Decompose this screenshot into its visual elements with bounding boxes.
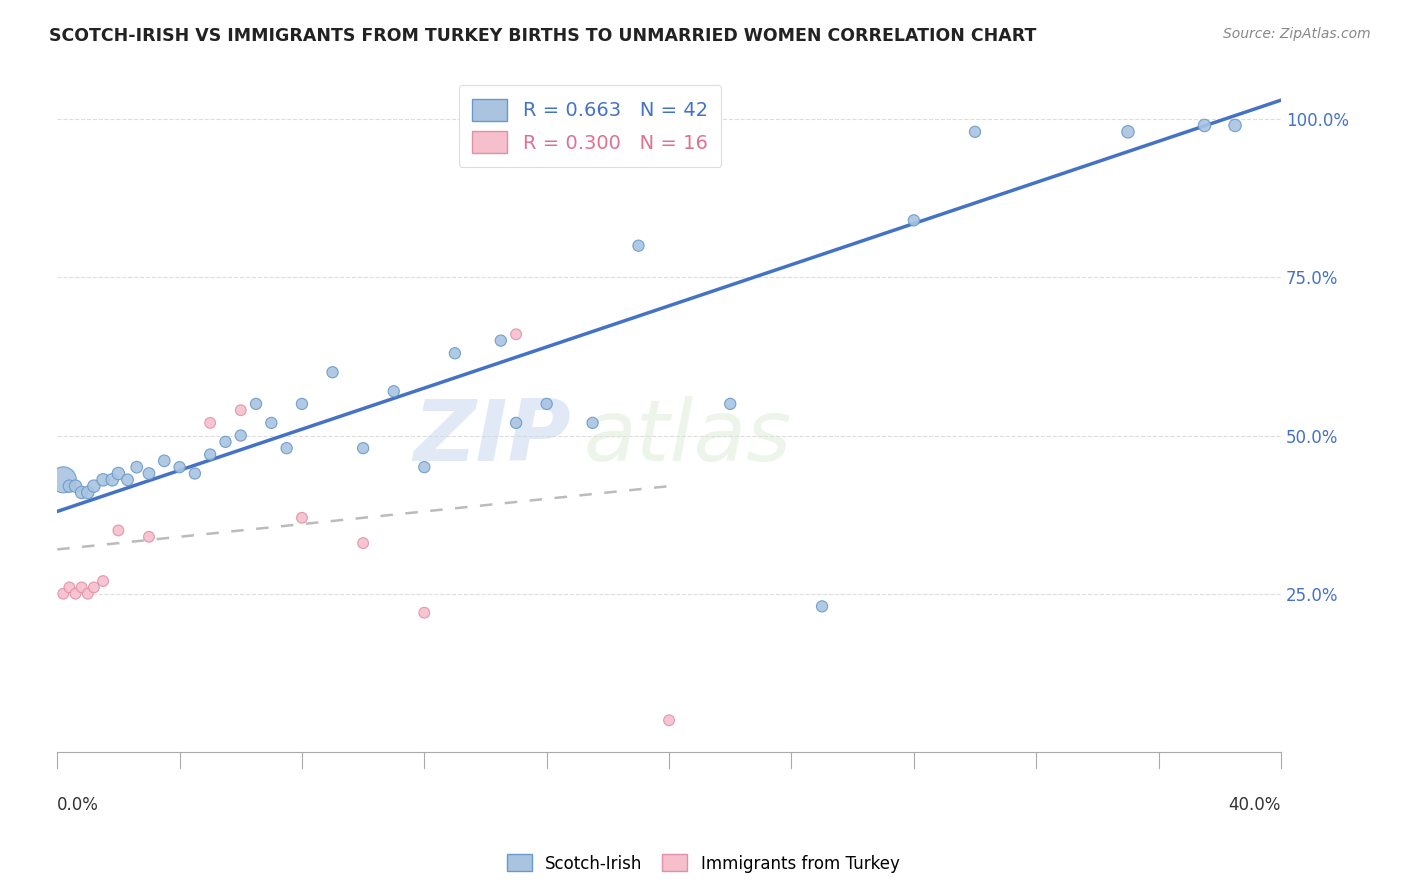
Point	[65, 587, 87, 601]
Point	[117, 473, 139, 487]
Point	[83, 581, 105, 595]
Point	[276, 441, 298, 455]
Point	[382, 384, 405, 399]
Point	[52, 473, 75, 487]
Point	[291, 510, 314, 524]
Point	[444, 346, 467, 360]
Point	[352, 441, 374, 455]
Point	[1116, 125, 1139, 139]
Point	[903, 213, 925, 227]
Point	[198, 416, 221, 430]
Point	[76, 587, 98, 601]
Text: 40.0%: 40.0%	[1229, 797, 1281, 814]
Point	[198, 448, 221, 462]
Point	[91, 473, 114, 487]
Point	[505, 416, 527, 430]
Point	[138, 530, 160, 544]
Legend: R = 0.663   N = 42, R = 0.300   N = 16: R = 0.663 N = 42, R = 0.300 N = 16	[458, 85, 721, 167]
Point	[107, 467, 129, 481]
Point	[76, 485, 98, 500]
Point	[811, 599, 834, 614]
Point	[245, 397, 267, 411]
Point	[489, 334, 512, 348]
Text: ZIP: ZIP	[413, 396, 571, 479]
Point	[260, 416, 283, 430]
Point	[658, 713, 681, 727]
Point	[718, 397, 741, 411]
Point	[229, 403, 252, 417]
Point	[107, 524, 129, 538]
Point	[138, 467, 160, 481]
Point	[413, 460, 436, 475]
Text: 0.0%: 0.0%	[58, 797, 98, 814]
Point	[214, 434, 236, 449]
Text: Source: ZipAtlas.com: Source: ZipAtlas.com	[1223, 27, 1371, 41]
Point	[58, 479, 80, 493]
Text: SCOTCH-IRISH VS IMMIGRANTS FROM TURKEY BIRTHS TO UNMARRIED WOMEN CORRELATION CHA: SCOTCH-IRISH VS IMMIGRANTS FROM TURKEY B…	[49, 27, 1036, 45]
Point	[70, 581, 93, 595]
Point	[581, 416, 603, 430]
Point	[52, 587, 75, 601]
Legend: Scotch-Irish, Immigrants from Turkey: Scotch-Irish, Immigrants from Turkey	[501, 847, 905, 880]
Point	[1223, 119, 1246, 133]
Point	[229, 428, 252, 442]
Point	[153, 454, 176, 468]
Point	[169, 460, 191, 475]
Point	[505, 327, 527, 342]
Point	[184, 467, 207, 481]
Point	[101, 473, 124, 487]
Point	[291, 397, 314, 411]
Point	[536, 397, 558, 411]
Point	[322, 365, 344, 379]
Point	[58, 581, 80, 595]
Point	[413, 606, 436, 620]
Point	[627, 238, 650, 252]
Point	[352, 536, 374, 550]
Point	[65, 479, 87, 493]
Point	[689, 125, 711, 139]
Point	[125, 460, 148, 475]
Point	[1194, 119, 1216, 133]
Point	[83, 479, 105, 493]
Point	[963, 125, 986, 139]
Text: atlas: atlas	[583, 396, 792, 479]
Point	[70, 485, 93, 500]
Point	[91, 574, 114, 588]
